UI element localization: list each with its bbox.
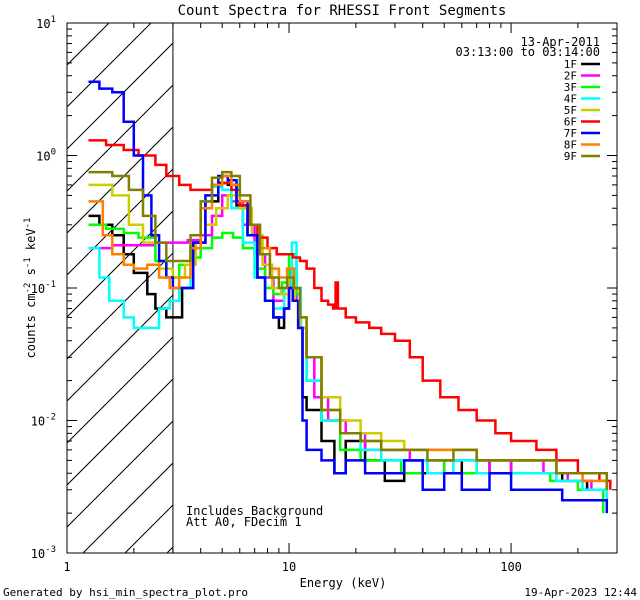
time-range: 03:13:00 to 03:14:00 bbox=[456, 45, 601, 59]
x-tick-label: 10 bbox=[282, 560, 296, 574]
footer-timestamp: 19-Apr-2023 12:44 bbox=[524, 586, 637, 599]
legend-label-4f: 4F bbox=[564, 93, 577, 106]
legend-label-1f: 1F bbox=[564, 58, 577, 71]
series-line-5f bbox=[88, 183, 609, 490]
series-line-8f bbox=[88, 174, 609, 490]
y-tick-label: 101 bbox=[36, 15, 56, 31]
hatch-line bbox=[67, 378, 173, 486]
hatch-line bbox=[67, 252, 173, 360]
hatch-line bbox=[67, 84, 173, 192]
series-line-2f bbox=[88, 194, 609, 501]
x-axis-label: Energy (keV) bbox=[300, 576, 387, 590]
hatch-line bbox=[67, 420, 173, 528]
legend-label-3f: 3F bbox=[564, 81, 577, 94]
legend-label-5f: 5F bbox=[564, 104, 577, 117]
series-lines bbox=[88, 80, 612, 514]
y-tick-label: 10-3 bbox=[31, 545, 56, 561]
legend-label-6f: 6F bbox=[564, 116, 577, 129]
excluded-energy-hatch bbox=[67, 23, 173, 553]
legend-label-9f: 9F bbox=[564, 150, 577, 163]
footer-generated-by: Generated by hsi_min_spectra_plot.pro bbox=[3, 586, 248, 599]
chart-title: Count Spectra for RHESSI Front Segments bbox=[178, 3, 507, 19]
series-line-7f bbox=[88, 80, 609, 514]
x-tick-label: 1 bbox=[63, 560, 70, 574]
y-tick-labels: 10-3 10-2 10-1 100 101 bbox=[31, 15, 56, 561]
axis-ticks bbox=[66, 22, 618, 554]
y-tick-label: 100 bbox=[36, 148, 56, 164]
hatch-line bbox=[67, 42, 173, 150]
y-axis-label: counts cm-2 s-1 keV-1 bbox=[23, 218, 38, 359]
y-tick-label: 10-1 bbox=[31, 280, 56, 296]
series-line-1f bbox=[88, 181, 609, 501]
legend-label-8f: 8F bbox=[564, 139, 577, 152]
hatch-line bbox=[82, 462, 173, 553]
x-tick-labels: 1 10 100 bbox=[63, 560, 522, 574]
hatch-line bbox=[67, 210, 173, 318]
series-line-6f bbox=[88, 139, 612, 490]
annotation-text: Att A0, FDecim 1 bbox=[186, 515, 302, 529]
legend-label-7f: 7F bbox=[564, 127, 577, 140]
observation-date: 13-Apr-2011 bbox=[521, 35, 600, 49]
y-tick-label: 10-2 bbox=[31, 413, 56, 429]
series-line-9f bbox=[88, 170, 609, 490]
annotation-text: Includes Background bbox=[186, 504, 323, 518]
x-tick-label: 100 bbox=[500, 560, 522, 574]
legend-label-2f: 2F bbox=[564, 70, 577, 83]
